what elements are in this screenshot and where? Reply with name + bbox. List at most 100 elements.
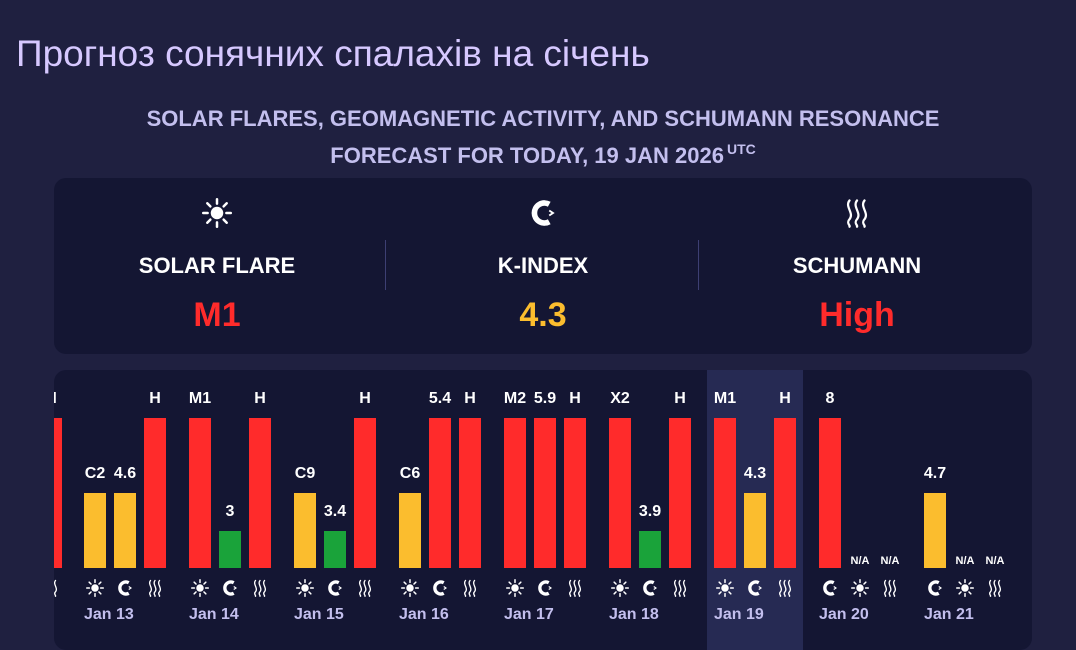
magnet-icon [429,577,451,599]
bar [429,418,451,568]
bar-value-label: M1 [713,390,737,407]
bar-column: H [144,370,166,610]
bar-value-label: 3.4 [323,502,347,520]
sun-icon [399,577,421,599]
bar [114,493,136,568]
day-label: Jan 13 [84,606,134,623]
bar-column: N/A [849,370,871,610]
waves-icon [354,577,376,599]
bar-column: 5.9 [534,370,556,610]
divider [698,240,699,290]
today-summary-card: SOLAR FLARE M1 K-INDEX 4.3 SCHUMANN High [54,178,1032,354]
waves-icon [879,577,901,599]
bar-value-label: M1 [188,390,212,407]
bar-column: M1 [189,370,211,610]
bar-value-label: H [254,390,266,407]
today-solar-flare: SOLAR FLARE M1 [54,178,380,354]
daily-forecast-chart: H C2 4.6 H Jan 13 M1 3 H Jan 14 C9 3.4 H Jan 15 C6 5.4… [54,370,1032,650]
bar-column: N/A [984,370,1006,610]
bar-value-label: 5.9 [533,390,557,407]
bar-value-label: H [779,390,791,407]
bar-column: M2 [504,370,526,610]
bar-value-label: M2 [503,390,527,407]
today-k-index: K-INDEX 4.3 [380,178,706,354]
sun-icon [84,577,106,599]
bar-value-label: 3.9 [638,502,662,520]
bar [534,418,556,568]
bar-column: 3 [219,370,241,610]
bar-column: H [354,370,376,610]
bar-value-label: H [674,390,686,407]
day-label: Jan 19 [714,606,764,623]
bar [669,418,691,568]
bar [819,418,841,568]
bar-column: 5.4 [429,370,451,610]
bar-column: H [459,370,481,610]
bar-value-label: 4.3 [743,465,767,482]
bar-value-label: 4.6 [113,465,137,482]
waves-icon [564,577,586,599]
day-label: Jan 20 [819,606,869,623]
sun-icon [189,577,211,599]
bar-value-label: 5.4 [428,390,452,407]
day-label: Jan 21 [924,606,974,623]
sun-icon [54,198,380,228]
bar [714,418,736,568]
magnet-icon [924,577,946,599]
magnet-icon [219,577,241,599]
bar-column: H [54,370,62,610]
day-label: Jan 16 [399,606,449,623]
bar-na-label: N/A [985,555,1005,567]
bar-column: N/A [954,370,976,610]
today-label: SOLAR FLARE [138,253,296,278]
bar-value-label: H [359,390,371,407]
bar-value-label: 4.7 [923,465,947,482]
bar [354,418,376,568]
day-label: Jan 14 [189,606,239,623]
bar [459,418,481,568]
waves-icon [984,577,1006,599]
bar [924,493,946,568]
magnet-icon [819,577,841,599]
waves-icon [54,577,62,599]
today-value: M1 [193,296,241,334]
bar-value-label: C9 [294,465,316,482]
bar [294,493,316,568]
utc-label: UTC [726,141,756,157]
bar-column: 4.6 [114,370,136,610]
divider [385,240,386,290]
page-title: Прогноз сонячних спалахів на січень [16,32,650,74]
bar-value-label: X2 [610,390,630,407]
today-schumann: SCHUMANN High [694,178,1020,354]
bar [54,418,62,568]
bar-column: 3.4 [324,370,346,610]
waves-icon [459,577,481,599]
magnet-icon [380,198,706,228]
bar [639,530,661,568]
bar [399,493,421,568]
bar [219,530,241,568]
subtitle-line-1: SOLAR FLARES, GEOMAGNETIC ACTIVITY, AND … [146,106,940,131]
subtitle-date: FORECAST FOR TODAY, 19 JAN 2026 [330,143,724,168]
day-label: Jan 15 [294,606,344,623]
magnet-icon [744,577,766,599]
bar [504,418,526,568]
waves-icon [774,577,796,599]
bar-value-label: 8 [825,390,835,407]
bar-column: H [249,370,271,610]
bar-value-label: C6 [399,465,421,482]
magnet-icon [114,577,136,599]
bar-value-label: H [54,390,76,408]
bar-na-label: N/A [880,555,900,567]
bar-column: C2 [84,370,106,610]
bar-na-label: N/A [955,555,975,567]
bar-column: N/A [879,370,901,610]
sun-icon [954,577,976,599]
today-value: 4.3 [519,296,567,334]
magnet-icon [639,577,661,599]
forecast-subtitle: SOLAR FLARES, GEOMAGNETIC ACTIVITY, AND … [0,103,1076,171]
bar-value-label: H [569,390,581,407]
bar-column: X2 [609,370,631,610]
day-label: Jan 18 [609,606,659,623]
magnet-icon [534,577,556,599]
